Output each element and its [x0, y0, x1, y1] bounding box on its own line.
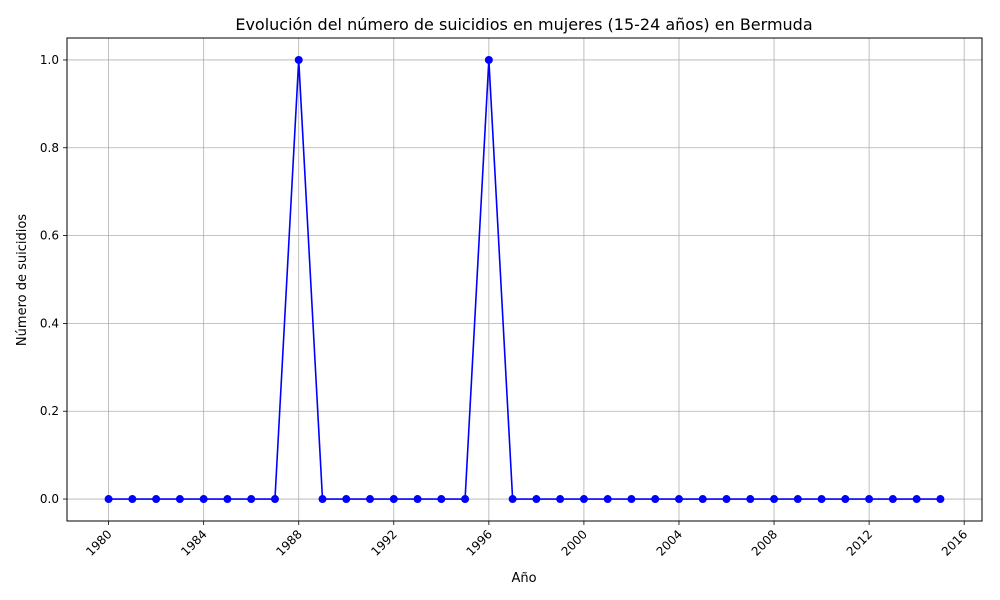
- data-point: [793, 495, 802, 504]
- data-point: [532, 495, 541, 504]
- data-point: [698, 495, 707, 504]
- x-tick-label: 1988: [273, 527, 304, 558]
- y-tick-label: 1.0: [40, 53, 59, 67]
- data-point: [508, 495, 517, 504]
- data-point: [270, 495, 279, 504]
- data-point: [817, 495, 826, 504]
- data-point: [936, 495, 945, 504]
- x-tick-label: 1996: [463, 527, 494, 558]
- data-point: [674, 495, 683, 504]
- data-point: [152, 495, 161, 504]
- x-tick-label: 2000: [559, 527, 590, 558]
- data-point: [318, 495, 327, 504]
- data-point: [104, 495, 113, 504]
- data-point: [366, 495, 375, 504]
- data-point: [556, 495, 565, 504]
- data-point: [865, 495, 874, 504]
- data-point: [413, 495, 422, 504]
- data-point: [199, 495, 208, 504]
- y-axis-ticks: 0.0 0.2 0.4 0.6 0.8 1.0: [40, 53, 67, 506]
- x-tick-label: 1992: [368, 527, 399, 558]
- y-tick-label: 0.2: [40, 404, 59, 418]
- plot-frame: [66, 37, 983, 522]
- data-point: [579, 495, 588, 504]
- data-point: [770, 495, 779, 504]
- data-point: [722, 495, 731, 504]
- x-tick-label: 2004: [654, 527, 685, 558]
- data-point: [484, 55, 493, 64]
- series-line: [108, 59, 941, 500]
- data-point: [627, 495, 636, 504]
- x-axis-ticks: 1980 1984 1988 1992 1996 2000 2004 2008 2012 2016: [83, 521, 970, 559]
- data-point: [888, 495, 897, 504]
- y-tick-label: 0.8: [40, 141, 59, 155]
- data-point: [437, 495, 446, 504]
- data-point: [651, 495, 660, 504]
- data-point: [175, 495, 184, 504]
- data-point: [841, 495, 850, 504]
- data-marks: [104, 55, 945, 504]
- x-axis-label: Año: [511, 571, 536, 586]
- data-point: [912, 495, 921, 504]
- x-tick-label: 1980: [83, 527, 114, 558]
- data-point: [746, 495, 755, 504]
- y-tick-label: 0.0: [40, 492, 59, 506]
- data-point: [603, 495, 612, 504]
- data-point: [389, 495, 398, 504]
- y-axis-label: Número de suicidios: [15, 214, 30, 346]
- x-tick-label: 2008: [749, 527, 780, 558]
- x-tick-label: 2016: [939, 527, 970, 558]
- data-point: [128, 495, 137, 504]
- grid-lines: [67, 38, 982, 521]
- y-tick-label: 0.4: [40, 316, 59, 330]
- x-tick-label: 1984: [178, 527, 209, 558]
- data-point: [461, 495, 470, 504]
- data-point: [247, 495, 256, 504]
- chart-title: Evolución del número de suicidios en muj…: [235, 15, 812, 34]
- x-tick-label: 2012: [844, 527, 875, 558]
- data-point: [223, 495, 232, 504]
- y-tick-label: 0.6: [40, 229, 59, 243]
- data-point: [294, 55, 303, 64]
- data-point: [342, 495, 351, 504]
